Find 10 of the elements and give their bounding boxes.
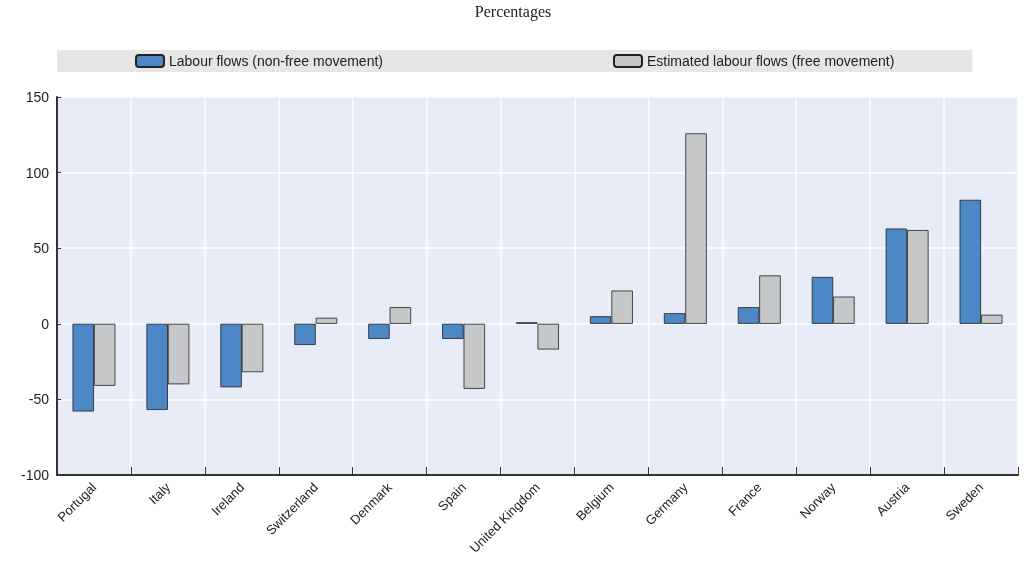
chart-subtitle: Percentages [474,2,552,21]
y-tick-label: 100 [25,164,50,181]
y-tick-label: -100 [20,467,50,483]
x-tick-label: Italy [145,479,174,508]
y-tick-label: 0 [41,315,50,332]
y-tick-label: 150 [25,89,50,105]
y-tick-label: -50 [28,391,50,408]
y-tick-label: 50 [33,240,50,257]
legend-label: Labour flows (non-free movement) [169,53,383,69]
legend-label: Estimated labour flows (free movement) [646,53,895,69]
